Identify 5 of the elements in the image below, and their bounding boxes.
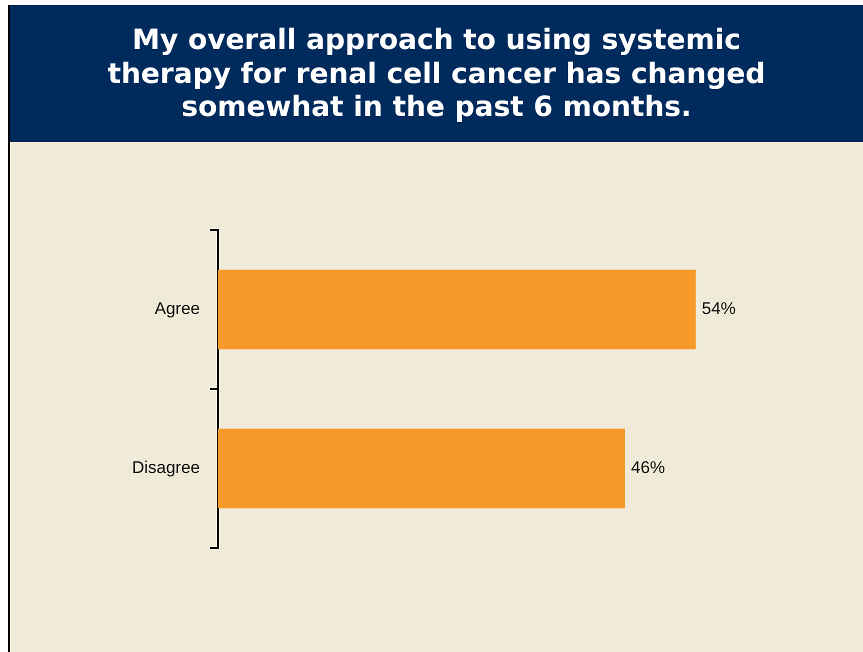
data-label: 54% xyxy=(702,299,736,318)
y-tick-label: Disagree xyxy=(132,458,200,478)
y-tick-label: Agree xyxy=(154,299,200,318)
data-label: 46% xyxy=(630,458,666,478)
chart-title: My overall approach to using systemic therapy for renal cell cancer has changed somewhat in the past 6 months. xyxy=(10,5,863,142)
